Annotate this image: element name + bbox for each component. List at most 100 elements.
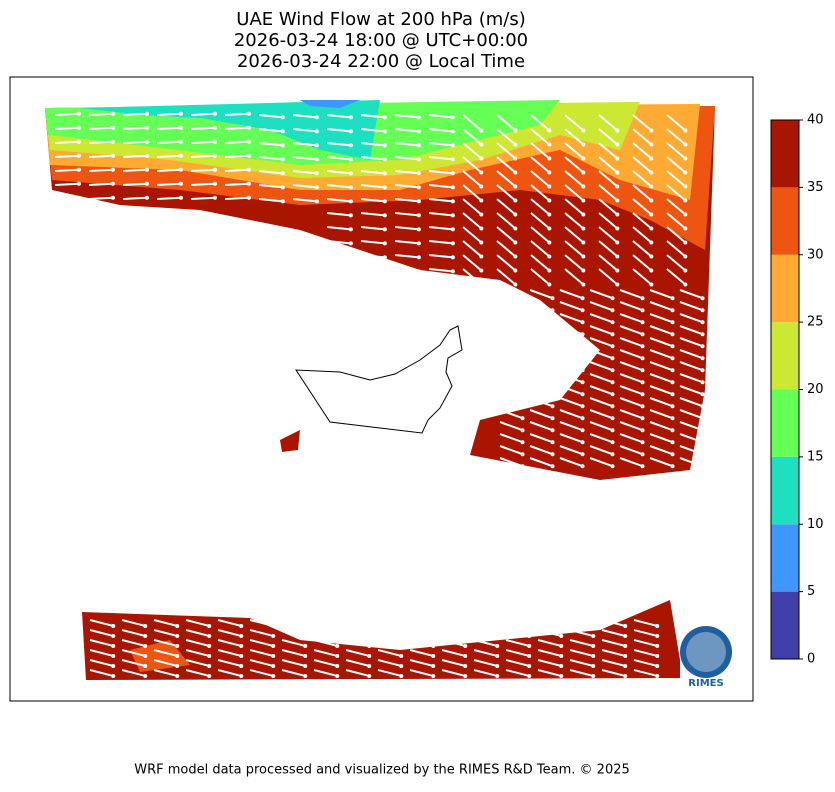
wind-arrow-head — [110, 167, 115, 172]
wind-arrow-head — [649, 170, 654, 175]
wind-arrow-head — [335, 653, 340, 658]
wind-arrow — [121, 669, 146, 677]
wind-arrow-head — [610, 296, 615, 301]
wind-arrow-head — [76, 181, 81, 186]
wind-arrow-head — [314, 199, 319, 204]
wind-arrow-head — [670, 416, 675, 421]
wind-arrow — [258, 170, 283, 175]
colorbar-swatch — [771, 120, 799, 188]
wind-arrow-head — [623, 673, 628, 678]
wind-arrow-head — [700, 404, 705, 409]
wind-arrow-head — [550, 404, 555, 409]
wind-arrow-head — [348, 213, 353, 218]
wind-arrow-head — [110, 111, 115, 116]
wind-arrow-head — [495, 673, 500, 678]
wind-arrow-head — [649, 156, 654, 161]
wind-arrow — [156, 112, 182, 116]
wind-arrow-head — [550, 296, 555, 301]
wind-arrow — [598, 254, 619, 272]
wind-arrow-head — [591, 673, 596, 678]
wind-arrow-head — [348, 185, 353, 190]
wind-arrow-head — [670, 320, 675, 325]
wind-arrow — [598, 142, 619, 160]
wind-arrow-head — [513, 254, 518, 259]
wind-arrow-head — [610, 380, 615, 385]
wind-arrow-head — [615, 170, 620, 175]
wind-arrow — [88, 182, 114, 186]
wind-arrow-head — [416, 171, 421, 176]
wind-arrow-head — [520, 332, 525, 337]
wind-arrow-head — [144, 181, 149, 186]
wind-arrow — [679, 301, 703, 312]
wind-arrow — [224, 168, 250, 172]
wind-arrow — [153, 649, 178, 657]
wind-arrow-head — [239, 653, 244, 658]
wind-arrow — [589, 373, 613, 384]
wind-arrow-head — [700, 356, 705, 361]
colorbar-swatch — [771, 524, 799, 592]
wind-arrow — [598, 184, 619, 202]
wind-arrow-head — [640, 452, 645, 457]
wind-arrow-head — [382, 115, 387, 120]
wind-arrow — [649, 373, 673, 384]
wind-arrow — [679, 289, 703, 300]
wind-arrow-head — [580, 464, 585, 469]
wind-arrow — [313, 649, 338, 657]
wind-arrow-head — [144, 125, 149, 130]
wind-arrow — [326, 240, 351, 245]
wind-arrow — [360, 170, 385, 175]
wind-arrow — [564, 240, 585, 258]
wind-arrow — [564, 156, 585, 174]
wind-arrow — [258, 198, 283, 203]
wind-arrow-head — [111, 653, 116, 658]
wind-arrow-head — [495, 663, 500, 668]
wind-arrow — [559, 445, 583, 456]
wind-arrow — [505, 629, 530, 637]
wind-arrow-head — [513, 268, 518, 273]
wind-arrow-head — [382, 157, 387, 162]
title-line: 2026-03-24 18:00 @ UTC+00:00 — [234, 30, 528, 51]
wind-arrow — [559, 421, 583, 432]
wind-arrow-head — [649, 268, 654, 273]
wind-arrow-head — [683, 142, 688, 147]
wind-arrow-head — [212, 125, 217, 130]
wind-arrow — [589, 457, 613, 468]
wind-arrow-head — [382, 269, 387, 274]
wind-arrow — [185, 639, 210, 647]
wind-arrow-head — [367, 643, 372, 648]
wind-arrow-head — [513, 240, 518, 245]
wind-arrow — [441, 629, 466, 637]
wind-arrow-head — [450, 185, 455, 190]
wind-arrow — [377, 669, 402, 677]
wind-arrow — [529, 421, 553, 432]
wind-arrow — [569, 619, 594, 627]
wind-arrow — [54, 126, 80, 130]
wind-arrow — [666, 170, 687, 188]
wind-arrow — [281, 649, 306, 657]
wind-arrow-head — [670, 356, 675, 361]
wind-arrow-head — [610, 452, 615, 457]
wind-arrow — [530, 226, 551, 244]
colorbar-swatch — [771, 389, 799, 457]
wind-arrow-head — [640, 428, 645, 433]
wind-arrow — [394, 142, 419, 147]
wind-arrow-head — [479, 184, 484, 189]
wind-arrow — [619, 313, 643, 324]
wind-arrow-head — [399, 643, 404, 648]
wind-arrow — [496, 226, 517, 244]
wind-arrow-head — [513, 156, 518, 161]
wind-arrow-head — [623, 663, 628, 668]
wind-arrow — [190, 168, 216, 172]
logo: RIMES — [680, 626, 732, 689]
wind-arrow-head — [559, 673, 564, 678]
wind-arrow — [499, 409, 523, 420]
wind-arrow-head — [479, 268, 484, 273]
wind-arrow-head — [581, 282, 586, 287]
wind-arrow-head — [303, 643, 308, 648]
colorbar-swatch — [771, 187, 799, 255]
wind-arrow — [564, 128, 585, 146]
wind-arrow — [326, 226, 351, 231]
wind-arrow-head — [683, 184, 688, 189]
wind-arrow-head — [416, 185, 421, 190]
wind-arrow-head — [520, 368, 525, 373]
